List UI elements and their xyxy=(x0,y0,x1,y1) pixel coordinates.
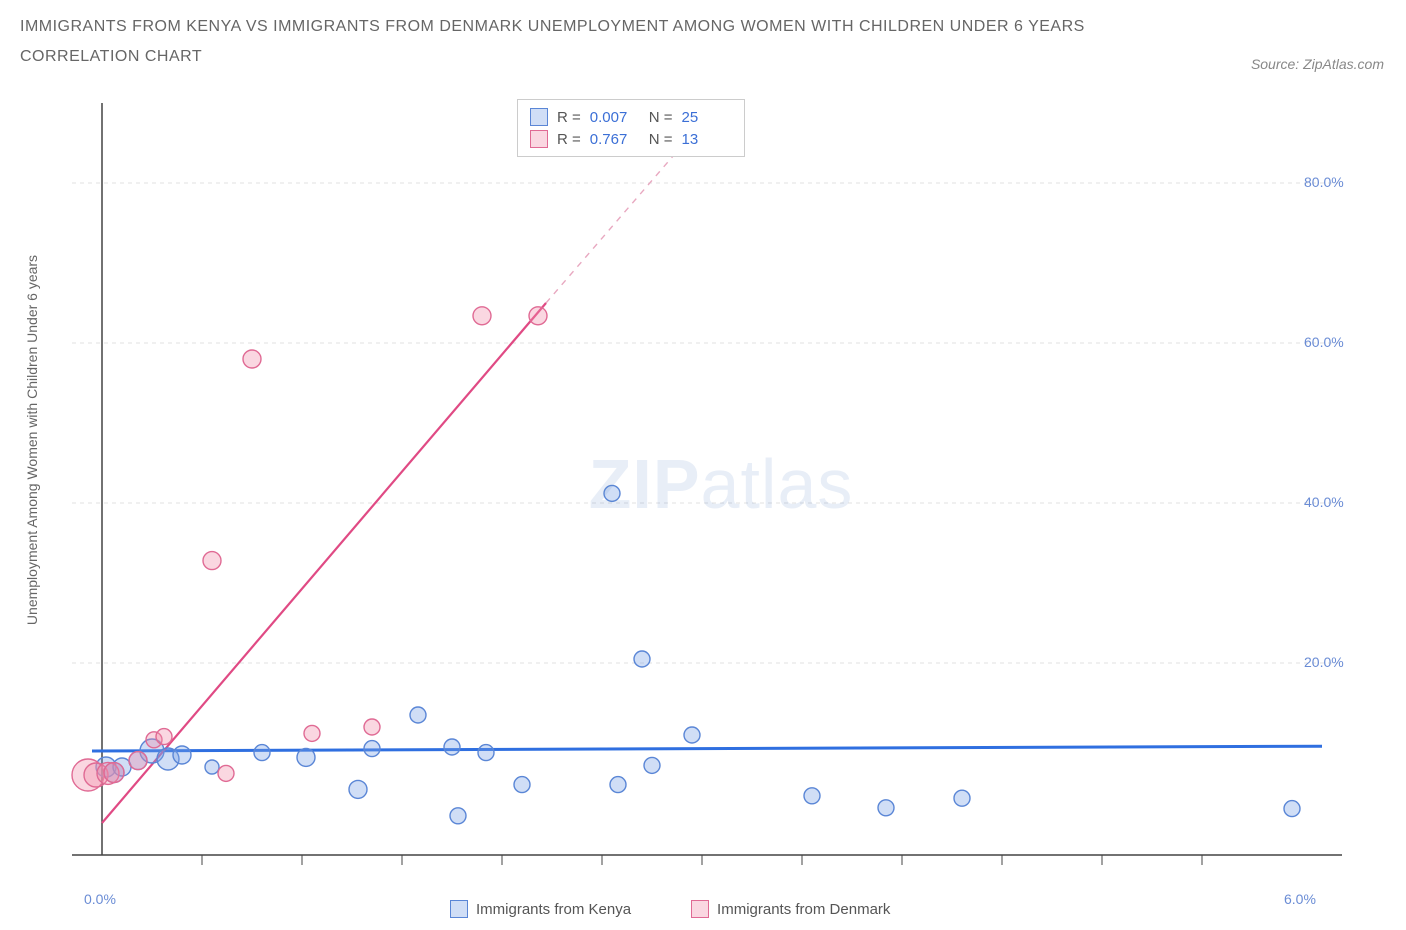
n-value: 25 xyxy=(682,109,732,126)
n-label: N = xyxy=(649,109,673,126)
n-value: 13 xyxy=(682,131,732,148)
y-tick-label: 80.0% xyxy=(1304,174,1344,190)
data-point xyxy=(529,307,547,325)
legend-label: Immigrants from Denmark xyxy=(717,901,890,918)
legend-swatch xyxy=(530,130,548,148)
r-label: R = xyxy=(557,109,581,126)
data-point xyxy=(156,729,172,745)
data-point xyxy=(129,752,147,770)
r-value: 0.007 xyxy=(590,109,640,126)
data-point xyxy=(604,485,620,501)
data-point xyxy=(634,651,650,667)
data-point xyxy=(954,790,970,806)
data-point xyxy=(1284,801,1300,817)
data-point xyxy=(473,307,491,325)
source-label: Source: ZipAtlas.com xyxy=(1251,56,1384,72)
data-point xyxy=(304,725,320,741)
data-point xyxy=(205,760,219,774)
y-tick-label: 20.0% xyxy=(1304,654,1344,670)
data-point xyxy=(203,552,221,570)
data-point xyxy=(349,780,367,798)
chart-title-line1: IMMIGRANTS FROM KENYA VS IMMIGRANTS FROM… xyxy=(20,18,1386,36)
data-point xyxy=(218,765,234,781)
chart-title-line2: CORRELATION CHART xyxy=(20,48,1386,66)
legend-swatch xyxy=(450,900,468,918)
r-label: R = xyxy=(557,131,581,148)
data-point xyxy=(243,350,261,368)
data-point xyxy=(444,739,460,755)
y-tick-label: 60.0% xyxy=(1304,334,1344,350)
data-point xyxy=(297,748,315,766)
legend-item: Immigrants from Kenya xyxy=(450,900,631,918)
stats-legend-row: R = 0.007 N = 25 xyxy=(530,106,732,128)
r-value: 0.767 xyxy=(590,131,640,148)
data-point xyxy=(804,788,820,804)
y-axis-label: Unemployment Among Women with Children U… xyxy=(24,255,40,625)
data-point xyxy=(514,777,530,793)
data-point xyxy=(104,763,124,783)
stats-legend-row: R = 0.767 N = 13 xyxy=(530,128,732,150)
data-point xyxy=(450,808,466,824)
title-area: IMMIGRANTS FROM KENYA VS IMMIGRANTS FROM… xyxy=(20,18,1386,66)
data-point xyxy=(684,727,700,743)
n-label: N = xyxy=(649,131,673,148)
data-point xyxy=(364,719,380,735)
scatter-chart xyxy=(62,95,1380,873)
legend-swatch xyxy=(530,108,548,126)
y-tick-label: 40.0% xyxy=(1304,494,1344,510)
data-point xyxy=(364,741,380,757)
x-tick-label: 0.0% xyxy=(84,891,116,907)
data-point xyxy=(610,777,626,793)
data-point xyxy=(644,757,660,773)
bottom-legend: Immigrants from Kenya Immigrants from Den… xyxy=(450,900,890,918)
data-point xyxy=(478,745,494,761)
chart-area: ZIPatlas R =0.007N =25R =0.767N =13 xyxy=(62,95,1380,873)
legend-item: Immigrants from Denmark xyxy=(691,900,890,918)
legend-label: Immigrants from Kenya xyxy=(476,901,631,918)
data-point xyxy=(878,800,894,816)
stats-legend: R = 0.007 N = 25 R = 0.767 N = 13 xyxy=(517,99,745,157)
data-point xyxy=(254,745,270,761)
data-point xyxy=(410,707,426,723)
data-point xyxy=(173,746,191,764)
x-tick-label: 6.0% xyxy=(1284,891,1316,907)
legend-swatch xyxy=(691,900,709,918)
